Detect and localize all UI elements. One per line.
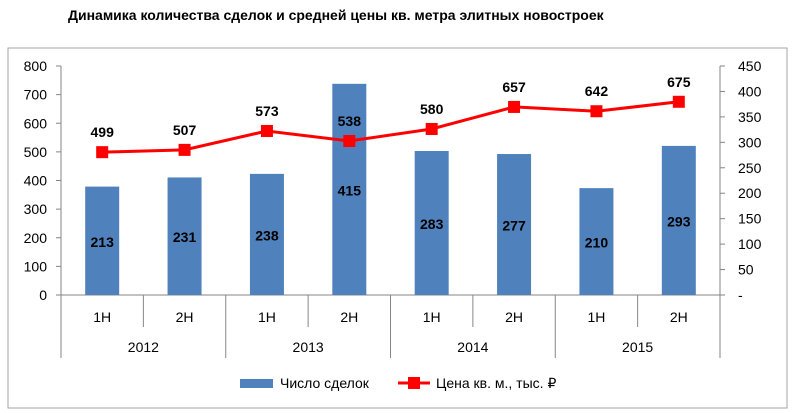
bar-value-label: 283 — [420, 216, 444, 232]
x-category-label: 2H — [670, 309, 688, 325]
y-right-tick-label: 400 — [738, 83, 762, 99]
y-right-tick-label: 250 — [738, 160, 762, 176]
bar-deals — [332, 83, 367, 295]
legend-bar-swatch — [240, 379, 273, 388]
x-category-label: 1H — [258, 309, 276, 325]
y-right-tick-label: 100 — [738, 236, 762, 252]
x-group-label: 2012 — [128, 339, 159, 355]
y-left-tick-label: 600 — [24, 115, 48, 131]
bar-value-label: 415 — [338, 182, 362, 198]
y-left-tick-label: 500 — [24, 144, 48, 160]
price-value-label: 642 — [585, 83, 609, 99]
bar-value-label: 238 — [255, 227, 279, 243]
x-group-label: 2014 — [457, 339, 488, 355]
price-value-label: 573 — [255, 103, 279, 119]
bar-value-label: 231 — [173, 229, 197, 245]
price-value-label: 657 — [502, 79, 526, 95]
bar-deals — [249, 173, 284, 295]
bar-deals — [497, 154, 532, 295]
price-marker — [260, 124, 273, 137]
price-value-label: 538 — [338, 113, 362, 129]
y-left-tick-label: 800 — [24, 58, 48, 74]
x-category-label: 1H — [423, 309, 441, 325]
price-value-label: 499 — [91, 124, 115, 140]
bar-value-label: 277 — [502, 218, 526, 234]
price-marker — [343, 134, 356, 147]
y-left-tick-label: 300 — [24, 201, 48, 217]
price-marker — [508, 100, 521, 113]
y-right-tick-label: 350 — [738, 109, 762, 125]
x-category-label: 2H — [176, 309, 194, 325]
plot-frame — [7, 47, 788, 409]
price-marker — [672, 95, 685, 108]
y-left-tick-label: 700 — [24, 87, 48, 103]
y-left-tick-label: 0 — [39, 287, 47, 303]
price-value-label: 675 — [667, 74, 691, 90]
legend-bar-label: Число сделок — [280, 375, 370, 391]
x-category-label: 1H — [93, 309, 111, 325]
bar-value-label: 210 — [585, 235, 609, 251]
bar-deals — [85, 186, 120, 295]
y-right-tick-label: 150 — [738, 211, 762, 227]
x-group-label: 2013 — [293, 339, 324, 355]
price-line — [102, 100, 679, 154]
price-marker — [425, 122, 438, 135]
legend-line-marker — [408, 377, 420, 389]
x-category-label: 1H — [587, 309, 605, 325]
bar-deals — [414, 150, 449, 295]
bar-value-label: 293 — [667, 213, 691, 229]
price-marker — [178, 143, 191, 156]
y-left-tick-label: 100 — [24, 258, 48, 274]
price-value-label: 507 — [173, 122, 197, 138]
y-right-tick-label: 50 — [738, 262, 754, 278]
bar-deals — [661, 145, 696, 295]
bar-deals — [579, 188, 614, 295]
y-left-tick-label: 200 — [24, 230, 48, 246]
bar-value-label: 213 — [91, 234, 115, 250]
y-right-tick-label: 300 — [738, 134, 762, 150]
x-group-label: 2015 — [622, 339, 653, 355]
price-marker — [96, 146, 109, 159]
bar-deals — [167, 177, 202, 295]
price-marker — [590, 105, 603, 118]
x-category-label: 2H — [505, 309, 523, 325]
price-value-label: 580 — [420, 101, 444, 117]
chart-title: Динамика количества сделок и средней цен… — [68, 7, 604, 23]
y-left-tick-label: 400 — [24, 173, 48, 189]
y-right-tick-label: - — [738, 287, 743, 303]
y-right-tick-label: 450 — [738, 58, 762, 74]
y-right-tick-label: 200 — [738, 185, 762, 201]
x-category-label: 2H — [340, 309, 358, 325]
legend-line-label: Цена кв. м., тыс. ₽ — [436, 375, 556, 391]
